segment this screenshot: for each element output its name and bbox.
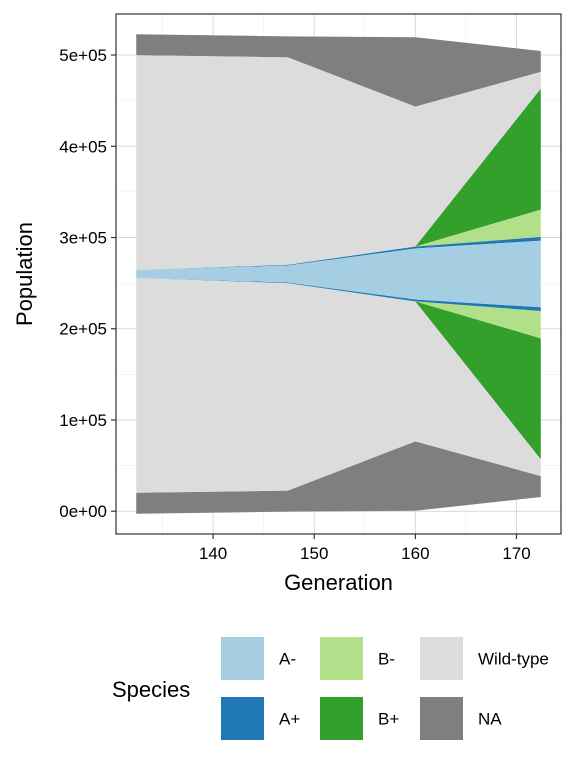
x-tick-label: 150: [300, 544, 328, 563]
legend-label-a-plus: A+: [279, 710, 300, 729]
legend-key-b-minus: [320, 637, 363, 680]
y-tick-label: 5e+05: [59, 46, 107, 65]
y-tick-label: 4e+05: [59, 137, 107, 156]
x-tick-label: 170: [502, 544, 530, 563]
area-na: [136, 34, 541, 514]
x-tick-label: 140: [199, 544, 227, 563]
plot-border: [115, 13, 562, 535]
y-axis-title: Population: [12, 222, 37, 326]
legend-title: Species: [112, 677, 190, 702]
legend-label-b-plus: B+: [378, 710, 399, 729]
legend-label-a-minus: A-: [279, 650, 296, 669]
x-tick-label: 160: [401, 544, 429, 563]
legend: Species A- B- Wild-type A+ B+ NA: [112, 637, 549, 740]
legend-key-b-plus: [320, 697, 363, 740]
legend-key-a-minus: [221, 637, 264, 680]
x-axis-title: Generation: [284, 570, 393, 595]
y-tick-label: 2e+05: [59, 320, 107, 339]
y-tick-label: 3e+05: [59, 229, 107, 248]
legend-label-wild-type: Wild-type: [478, 650, 549, 669]
area-wild-type: [136, 55, 541, 493]
legend-label-b-minus: B-: [378, 650, 395, 669]
area-b-minus: [136, 209, 541, 339]
area-a-minus: [136, 240, 541, 308]
legend-key-a-plus: [221, 697, 264, 740]
y-axis: 0e+00 1e+05 2e+05 3e+05 4e+05 5e+05: [59, 46, 116, 521]
x-axis: 140 150 160 170: [199, 534, 531, 563]
legend-key-wild-type: [420, 637, 463, 680]
legend-label-na: NA: [478, 710, 502, 729]
legend-key-na: [420, 697, 463, 740]
y-tick-label: 1e+05: [59, 411, 107, 430]
area-layers: [136, 34, 541, 514]
y-tick-label: 0e+00: [59, 502, 107, 521]
